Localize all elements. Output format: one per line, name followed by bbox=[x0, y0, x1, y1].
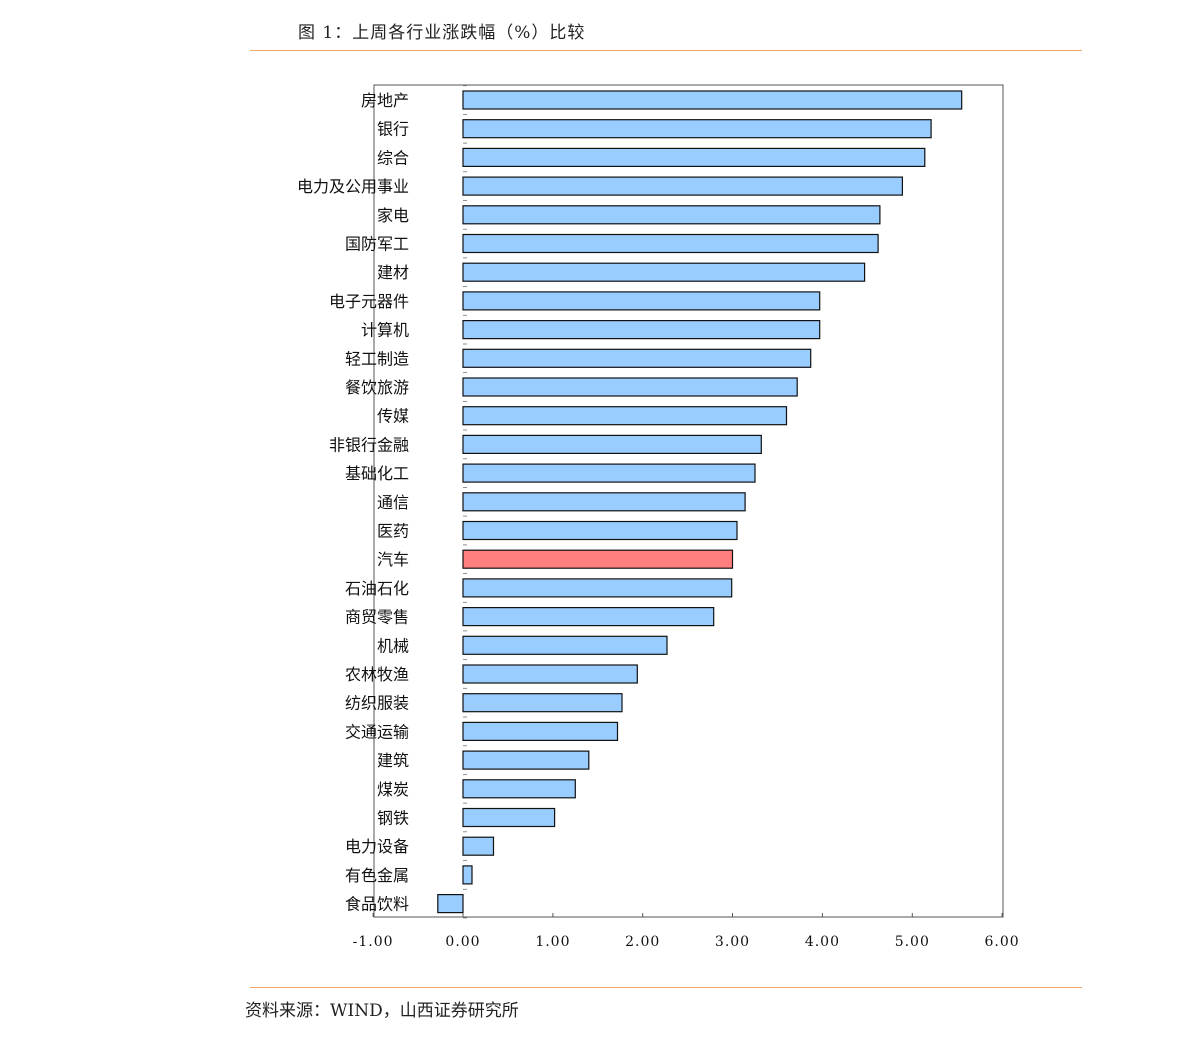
category-label: 商贸零售 bbox=[345, 608, 409, 627]
category-label: 计算机 bbox=[361, 321, 409, 340]
category-label: 汽车 bbox=[377, 550, 409, 569]
bar-6 bbox=[462, 233, 879, 254]
bar-21 bbox=[462, 664, 638, 684]
bar-17 bbox=[462, 549, 734, 569]
bar-26 bbox=[462, 807, 556, 828]
bar-1 bbox=[462, 90, 963, 110]
bar-18 bbox=[462, 578, 733, 598]
category-label: 医药 bbox=[377, 522, 409, 541]
category-label: 电力及公用事业 bbox=[297, 177, 409, 196]
bar-12 bbox=[462, 406, 788, 426]
category-label: 建材 bbox=[377, 263, 409, 282]
x-tick-label: 0.00 bbox=[445, 934, 480, 950]
bar-22 bbox=[462, 693, 623, 713]
x-tick-label: 4.00 bbox=[805, 934, 840, 950]
category-label: 综合 bbox=[377, 148, 409, 167]
bar-8 bbox=[462, 291, 821, 311]
bar-25 bbox=[462, 779, 576, 799]
x-tick-label: -1.00 bbox=[353, 934, 394, 950]
category-label: 钢铁 bbox=[377, 809, 409, 828]
bar-2 bbox=[462, 119, 932, 139]
bar-14 bbox=[462, 463, 756, 483]
bar-28 bbox=[462, 865, 473, 885]
bar-20 bbox=[462, 635, 668, 655]
x-tick-label: 1.00 bbox=[535, 934, 570, 950]
category-label: 家电 bbox=[377, 206, 409, 225]
bar-13 bbox=[462, 434, 762, 454]
bar-27 bbox=[462, 836, 495, 856]
bar-4 bbox=[462, 176, 903, 196]
category-label: 餐饮旅游 bbox=[345, 378, 409, 397]
x-tick-label: 3.00 bbox=[715, 934, 750, 950]
category-label: 农林牧渔 bbox=[345, 665, 409, 684]
category-label: 通信 bbox=[377, 493, 409, 512]
bar-9 bbox=[462, 320, 821, 340]
x-tick-label: 2.00 bbox=[625, 934, 660, 950]
bar-24 bbox=[462, 750, 590, 770]
category-label: 非银行金融 bbox=[329, 435, 409, 454]
category-label: 国防军工 bbox=[345, 235, 409, 254]
bar-10 bbox=[462, 348, 812, 368]
bar-16 bbox=[462, 520, 738, 541]
bar-5 bbox=[462, 205, 881, 225]
category-label: 石油石化 bbox=[345, 579, 409, 598]
category-label: 电子元器件 bbox=[329, 292, 409, 311]
bar-29 bbox=[437, 893, 464, 914]
bar-7 bbox=[462, 262, 866, 282]
category-label: 电力设备 bbox=[345, 837, 409, 856]
source-note: 资料来源：WIND，山西证券研究所 bbox=[245, 1001, 519, 1021]
category-label: 纺织服装 bbox=[345, 694, 409, 713]
category-label: 煤炭 bbox=[377, 780, 409, 799]
bar-23 bbox=[462, 721, 619, 742]
category-label: 建筑 bbox=[377, 751, 409, 770]
bar-11 bbox=[462, 377, 798, 397]
category-label: 传媒 bbox=[377, 407, 409, 426]
x-tick-label: 6.00 bbox=[985, 934, 1020, 950]
category-label: 轻工制造 bbox=[345, 349, 409, 368]
category-label: 有色金属 bbox=[345, 866, 409, 885]
x-tick-label: 5.00 bbox=[895, 934, 930, 950]
category-label: 银行 bbox=[377, 120, 409, 139]
bar-15 bbox=[462, 492, 746, 512]
header-rule bbox=[250, 50, 1082, 51]
category-label: 机械 bbox=[377, 636, 409, 655]
category-label: 食品饮料 bbox=[345, 895, 409, 914]
category-label: 房地产 bbox=[361, 91, 409, 110]
category-label: 基础化工 bbox=[345, 464, 409, 483]
footer-rule bbox=[250, 987, 1082, 988]
figure-title: 图 1：上周各行业涨跌幅（%）比较 bbox=[298, 23, 586, 43]
bar-3 bbox=[462, 147, 926, 167]
category-label: 交通运输 bbox=[345, 722, 409, 741]
bar-19 bbox=[462, 606, 715, 627]
